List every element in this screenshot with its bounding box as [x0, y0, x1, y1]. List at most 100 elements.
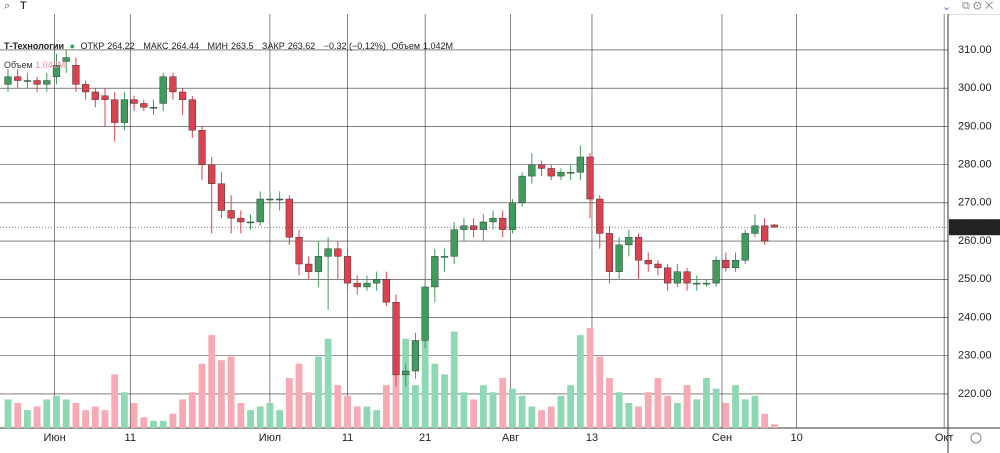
volume-bar — [479, 385, 487, 428]
volume-bar — [557, 395, 565, 428]
x-tick-label: 10 — [791, 432, 803, 444]
volume-bar — [770, 424, 778, 428]
volume-bar — [392, 356, 400, 428]
candle-body — [266, 198, 274, 201]
candle-body — [159, 76, 167, 104]
candle-body — [217, 183, 226, 211]
candle-body — [140, 103, 148, 108]
volume-bar — [509, 388, 516, 428]
volume-bar — [344, 395, 351, 428]
volume-bar — [644, 392, 652, 428]
ohlc-label: ЗАКР — [262, 41, 285, 51]
ohlc-value: 263.5 — [231, 41, 254, 51]
candle-body — [615, 244, 623, 272]
candle-body — [111, 99, 119, 123]
candle-body — [402, 370, 410, 376]
volume-bar — [140, 417, 148, 428]
candle-body — [198, 130, 206, 165]
volume-bar — [615, 392, 623, 428]
volume-bar — [276, 410, 284, 428]
volume-bar — [673, 403, 681, 428]
candle-body — [130, 99, 138, 104]
candle-body — [23, 80, 31, 82]
candle-body — [654, 263, 662, 269]
volume-bar — [150, 420, 157, 428]
candle-body — [489, 217, 497, 223]
volume-bar — [683, 385, 691, 428]
y-tick-label: 270.00 — [958, 197, 992, 209]
legend: Т-Технологии ● ОТКР 264.22 МАКС 264.44 МИН… — [4, 41, 456, 51]
candle-body — [324, 248, 332, 257]
candle-body — [450, 229, 458, 257]
volume-bar — [91, 406, 99, 428]
volume-bar — [256, 406, 264, 428]
volume-bar — [741, 399, 749, 428]
volume-bar — [460, 392, 468, 428]
candle-body — [508, 202, 517, 230]
volume-bar — [130, 403, 138, 428]
volume-bar — [218, 360, 225, 428]
x-tick-label: Авг — [502, 432, 519, 444]
volume-bar — [101, 410, 109, 428]
toolbar-icons[interactable]: ⧉ ⚙ ✕ — [962, 0, 994, 12]
candle-body — [411, 340, 420, 372]
candle-body — [547, 168, 555, 177]
x-tick-label: 11 — [125, 432, 136, 444]
candle-body — [62, 57, 70, 62]
volume-bar — [635, 406, 642, 428]
ohlc-label: ОТКР — [80, 41, 105, 51]
x-tick-label: Июн — [43, 432, 65, 444]
volume-bar — [266, 403, 274, 428]
candle-body — [712, 259, 720, 284]
volume-bar — [538, 410, 545, 428]
candle-body — [722, 259, 730, 269]
dropdown[interactable]: ⌄ — [942, 1, 952, 13]
candle-body — [537, 164, 546, 169]
candle-body — [644, 259, 652, 265]
candle-body — [285, 198, 293, 238]
candle-body — [751, 225, 759, 234]
candle-body — [576, 156, 584, 173]
candle-body — [334, 248, 342, 257]
volume-bar — [489, 392, 497, 428]
volume-bar — [237, 403, 245, 428]
volume-bar — [324, 338, 332, 428]
candle-body — [101, 95, 109, 100]
ohlc-label: МАКС — [143, 41, 169, 51]
x-tick-label: 13 — [586, 432, 598, 444]
candle-body — [353, 282, 361, 288]
volume-bar — [295, 363, 303, 428]
candle-body — [518, 175, 526, 204]
search-field[interactable]: Т — [20, 0, 27, 12]
candle-body — [373, 279, 381, 284]
volume-bar — [33, 406, 41, 428]
candle-body — [664, 267, 672, 284]
volume-bar — [24, 410, 31, 428]
search-icon: ⌕ — [4, 0, 11, 12]
volume-bar — [382, 385, 390, 428]
candle-body — [305, 263, 313, 272]
candle-body — [82, 84, 90, 93]
candle-body — [731, 259, 740, 269]
candle-body — [149, 107, 158, 109]
volume-legend: Объем 1.042M — [4, 60, 65, 70]
x-tick-label: Июл — [259, 432, 281, 444]
volume-bar — [586, 328, 594, 428]
candle-body — [634, 237, 643, 261]
price-tag — [949, 219, 1000, 236]
candle-body — [43, 80, 51, 85]
candle-body — [91, 91, 99, 100]
volume-bar — [412, 385, 419, 428]
volume-bar — [373, 410, 381, 428]
x-tick-label: 11 — [342, 432, 353, 444]
volume-bar — [208, 335, 216, 428]
volume-bar — [4, 399, 12, 428]
volume-bar — [285, 378, 293, 428]
volume-name: Объем — [391, 41, 421, 51]
candle-body — [14, 76, 22, 81]
volume-bar — [751, 395, 759, 428]
candle-body — [557, 172, 565, 177]
volume-bar — [606, 378, 613, 428]
